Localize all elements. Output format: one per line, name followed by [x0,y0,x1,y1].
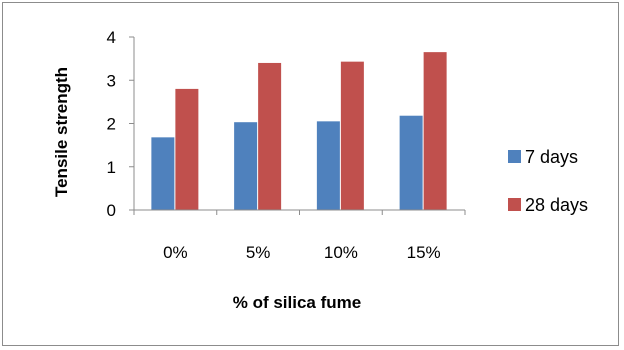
x-tick-label: 15% [407,243,441,262]
bar-28-days-2 [340,61,364,211]
bars [151,52,447,211]
bar-28-days-3 [423,52,447,211]
x-axis-title: % of silica fume [233,293,361,312]
legend-label: 28 days [525,195,588,215]
y-tick-label: 4 [107,28,116,47]
y-axis-title: Tensile strength [52,67,71,197]
legend-swatch [508,150,521,163]
bar-7-days-3 [399,115,423,210]
y-axis-ticks: 0 1 2 3 4 [107,28,134,220]
bar-7-days-0 [151,137,175,210]
bar-7-days-2 [316,121,340,210]
legend: 7 days 28 days [508,147,588,215]
x-tick-label: 0% [163,243,188,262]
y-tick-label: 0 [107,201,116,220]
x-axis-tick-labels: 0% 5% 10% 15% [163,243,441,262]
bar-28-days-0 [175,88,199,210]
y-tick-label: 1 [107,158,116,177]
y-tick-label: 2 [107,115,116,134]
bar-28-days-1 [258,62,282,211]
legend-swatch [508,198,521,211]
legend-label: 7 days [525,147,578,167]
chart-frame [2,2,619,346]
y-tick-label: 3 [107,71,116,90]
bar-7-days-1 [234,122,258,210]
x-tick-label: 5% [246,243,271,262]
x-axis-ticks [133,210,466,215]
x-tick-label: 10% [324,243,358,262]
